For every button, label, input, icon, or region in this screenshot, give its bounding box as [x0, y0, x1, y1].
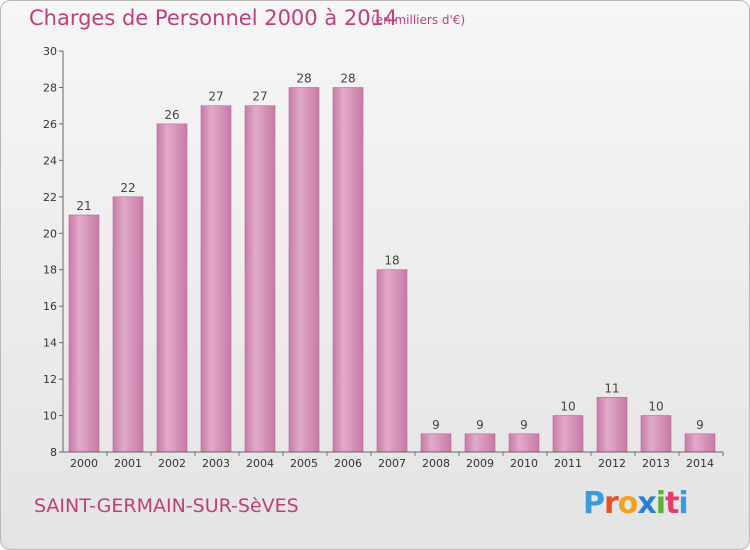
x-tick-label: 2006: [334, 457, 362, 470]
bar-value-label: 10: [648, 400, 663, 414]
bar-2002: [156, 123, 188, 453]
bar-value-label: 22: [120, 181, 135, 195]
bar-2012: [596, 396, 628, 453]
logo-letter: P: [583, 486, 605, 521]
x-tick-label: 2013: [642, 457, 670, 470]
bar-value-label: 9: [476, 418, 484, 432]
bar-value-label: 28: [296, 72, 311, 86]
bar-value-label: 9: [432, 418, 440, 432]
bar-2011: [552, 415, 584, 453]
x-tick-label: 2003: [202, 457, 230, 470]
bar-value-label: 18: [384, 254, 399, 268]
y-tick-label: 14: [43, 337, 57, 350]
x-tick-label: 2012: [598, 457, 626, 470]
bar-value-label: 9: [520, 418, 528, 432]
x-tick-label: 2001: [114, 457, 142, 470]
x-tick-label: 2009: [466, 457, 494, 470]
y-tick-label: 20: [43, 227, 57, 240]
commune-name: SAINT-GERMAIN-SUR-SèVES: [34, 495, 299, 517]
y-tick-label: 22: [43, 191, 57, 204]
bar-2014: [684, 433, 716, 453]
y-tick-label: 10: [43, 410, 57, 423]
y-tick-label: 12: [43, 373, 57, 386]
y-tick-label: 18: [43, 264, 57, 277]
bar-value-label: 27: [252, 90, 267, 104]
y-tick-label: 8: [50, 446, 57, 459]
x-tick-label: 2014: [686, 457, 714, 470]
x-tick-label: 2008: [422, 457, 450, 470]
bar-value-label: 21: [76, 199, 91, 213]
logo-letter: x: [637, 486, 656, 521]
x-tick-label: 2007: [378, 457, 406, 470]
bar-2000: [68, 214, 100, 453]
logo-letter: t: [665, 486, 679, 521]
bar-2008: [420, 433, 452, 453]
x-tick-label: 2004: [246, 457, 274, 470]
x-tick-label: 2000: [70, 457, 98, 470]
bar-2007: [376, 269, 408, 453]
bar-value-label: 27: [208, 90, 223, 104]
chart-title: Charges de Personnel 2000 à 2014: [29, 6, 398, 30]
bar-value-label: 26: [164, 108, 179, 122]
logo-letter: r: [604, 486, 619, 521]
bar-2005: [288, 87, 320, 453]
chart-subtitle: (en milliers d'€): [371, 13, 466, 27]
logo-letter: i: [678, 486, 688, 521]
proxiti-logo[interactable]: Proxiti: [583, 486, 689, 521]
bar-2013: [640, 415, 672, 453]
x-tick-label: 2011: [554, 457, 582, 470]
y-tick-label: 26: [43, 118, 57, 131]
x-tick-label: 2002: [158, 457, 186, 470]
bar-2010: [508, 433, 540, 453]
logo-letter: i: [655, 486, 666, 521]
y-tick-label: 24: [43, 154, 57, 167]
bar-2001: [112, 196, 144, 453]
y-tick-label: 28: [43, 81, 57, 94]
x-tick-label: 2010: [510, 457, 538, 470]
logo-letter: o: [617, 486, 639, 521]
bar-value-label: 10: [560, 400, 575, 414]
y-tick-label: 30: [43, 45, 57, 58]
bar-value-label: 11: [604, 381, 619, 395]
bar-value-label: 9: [696, 418, 704, 432]
bar-value-label: 28: [340, 72, 355, 86]
bar-2006: [332, 87, 364, 453]
y-tick-label: 16: [43, 300, 57, 313]
bar-2009: [464, 433, 496, 453]
x-tick-label: 2005: [290, 457, 318, 470]
bar-2004: [244, 105, 276, 453]
bar-2003: [200, 105, 232, 453]
